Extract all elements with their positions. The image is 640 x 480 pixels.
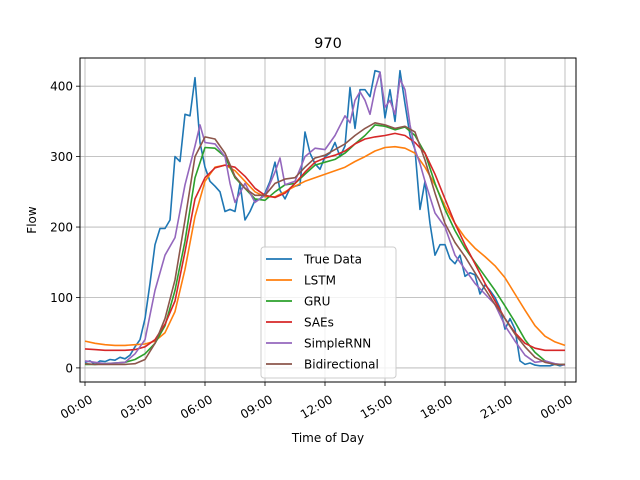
series-line-bidirectional bbox=[84, 122, 565, 366]
series-line-saes bbox=[84, 132, 565, 352]
y-tick-label: 0 bbox=[65, 361, 73, 375]
legend: True Data LSTM GRU SAEs SimpleRNN Bidirection… bbox=[260, 246, 397, 379]
series-line-simplernn bbox=[84, 71, 566, 366]
y-tick-label: 400 bbox=[50, 80, 73, 94]
series-line-lstm bbox=[84, 145, 566, 347]
x-axis-label: Time of Day bbox=[291, 431, 364, 445]
legend-label-gru: GRU bbox=[304, 295, 330, 309]
y-tick-label: 100 bbox=[50, 291, 73, 305]
series-lines bbox=[84, 69, 566, 367]
legend-box bbox=[260, 246, 397, 379]
legend-label-lstm: LSTM bbox=[304, 274, 336, 288]
y-axis-ticks: 0 100 200 300 400 bbox=[50, 80, 80, 375]
y-tick-label: 200 bbox=[50, 221, 73, 235]
y-axis-label: Flow bbox=[25, 206, 39, 234]
legend-label-true-data: True Data bbox=[303, 253, 362, 267]
axes-frame bbox=[79, 57, 577, 383]
legend-label-saes: SAEs bbox=[304, 316, 334, 330]
legend-label-bidirectional: Bidirectional bbox=[304, 358, 379, 372]
legend-label-simplernn: SimpleRNN bbox=[304, 337, 371, 351]
series-line-gru bbox=[85, 124, 565, 366]
chart-title: 970 bbox=[314, 36, 342, 52]
y-tick-label: 300 bbox=[50, 150, 73, 164]
